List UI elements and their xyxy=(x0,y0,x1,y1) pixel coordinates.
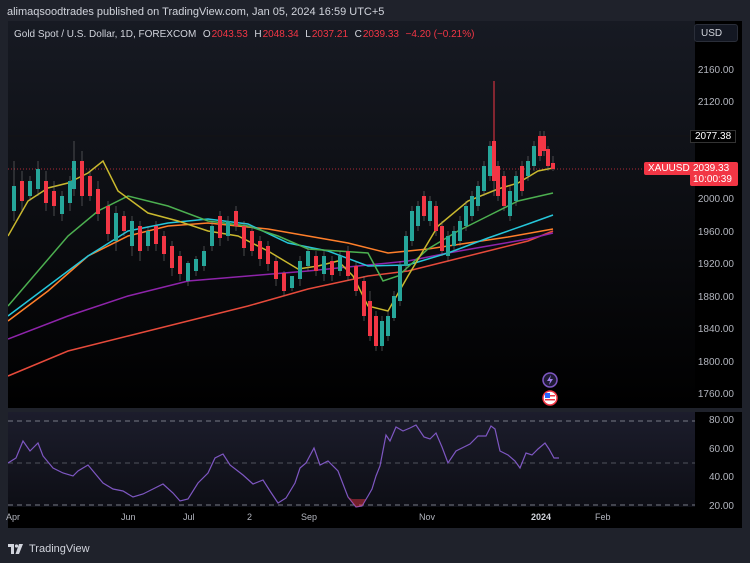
tradingview-logo-icon xyxy=(8,544,23,554)
time-tick: Jul xyxy=(183,512,195,522)
time-tick: 2 xyxy=(247,512,253,522)
price-tick: 1760.00 xyxy=(697,389,734,400)
price-tick: 1840.00 xyxy=(697,324,734,335)
high-label: H xyxy=(254,29,262,40)
open-value: 2043.53 xyxy=(211,29,248,40)
price-tick: 1920.00 xyxy=(697,259,734,270)
close-label: C xyxy=(354,29,362,40)
high-value: 2048.34 xyxy=(262,29,299,40)
time-tick: Feb xyxy=(595,512,611,522)
hline-price-label: 2077.38 xyxy=(690,130,737,143)
price-tick: 2160.00 xyxy=(697,65,734,76)
time-axis[interactable]: Apr Jun Jul 2 Sep Nov 2024 Feb xyxy=(6,507,742,528)
time-tick: Apr xyxy=(6,512,21,522)
ohlc-legend: Gold Spot / U.S. Dollar, 1D, FOREXCOM O2… xyxy=(14,29,475,40)
open-label: O xyxy=(202,29,211,40)
last-price-badge: 2039.33 10:00:39 xyxy=(690,162,738,186)
close-value: 2039.33 xyxy=(362,29,399,40)
rsi-tick: 40.00 xyxy=(708,472,734,483)
price-tick: 2000.00 xyxy=(697,194,734,205)
symbol-description[interactable]: Gold Spot / U.S. Dollar, 1D, FOREXCOM xyxy=(14,29,197,40)
rsi-tick: 60.00 xyxy=(708,444,734,455)
last-price: 2039.33 xyxy=(693,163,730,174)
time-tick: Jun xyxy=(121,512,136,522)
time-tick: Sep xyxy=(301,512,318,522)
rsi-tick: 20.00 xyxy=(708,501,734,512)
time-tick: 2024 xyxy=(531,512,552,522)
symbol-tag: XAUUSD xyxy=(644,162,694,175)
price-pane[interactable] xyxy=(8,21,695,408)
published-caption: alimaqsoodtrades published on TradingVie… xyxy=(7,6,385,18)
price-tick: 1960.00 xyxy=(697,227,734,238)
footer-brand[interactable]: TradingView xyxy=(8,543,90,555)
chart-canvas xyxy=(8,81,695,508)
brand-name: TradingView xyxy=(29,543,90,555)
low-label: L xyxy=(305,29,311,40)
bar-countdown: 10:00:39 xyxy=(693,174,732,185)
chart-frame: Gold Spot / U.S. Dollar, 1D, FOREXCOM O2… xyxy=(6,21,742,528)
price-tick: 1800.00 xyxy=(697,357,734,368)
price-tick: 1880.00 xyxy=(697,292,734,303)
us-flag-economic-event-icon[interactable] xyxy=(542,390,558,406)
low-value: 2037.21 xyxy=(311,29,349,40)
time-tick: Nov xyxy=(419,512,436,522)
rsi-tick: 80.00 xyxy=(708,415,734,426)
lightning-event-icon[interactable] xyxy=(542,372,558,388)
currency-button[interactable]: USD xyxy=(694,24,738,42)
pane-separator[interactable] xyxy=(8,408,742,412)
change-value: −4.20 (−0.21%) xyxy=(405,29,475,40)
price-tick: 2120.00 xyxy=(697,97,734,108)
